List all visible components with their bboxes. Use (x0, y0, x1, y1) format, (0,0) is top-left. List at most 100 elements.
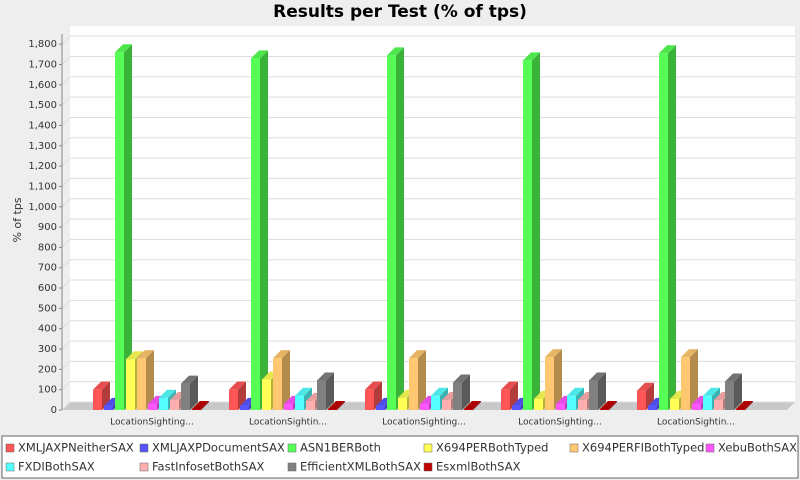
legend-label: XMLJAXPNeitherSAX (18, 441, 134, 455)
bar (126, 359, 135, 410)
y-tick-label: 1,500 (28, 100, 57, 111)
grid-line (61, 198, 71, 208)
y-tick-label: 500 (38, 303, 57, 314)
bar-side (609, 400, 617, 410)
x-tick-label: LocationSighting... (382, 418, 466, 428)
bar-top (659, 45, 676, 54)
bar-top (181, 375, 198, 384)
grid-line (61, 137, 71, 147)
grid-line (61, 56, 71, 65)
grid-line (61, 239, 71, 248)
bar (589, 380, 598, 410)
bar (464, 408, 473, 410)
legend-swatch (139, 443, 149, 453)
bar-side (326, 372, 334, 410)
y-tick-label: 800 (38, 242, 57, 253)
bar (567, 395, 576, 410)
bar (637, 390, 646, 410)
bar (251, 58, 260, 410)
y-tick-label: 1,200 (28, 161, 57, 172)
bar (137, 358, 146, 410)
bar (240, 405, 249, 410)
legend-swatch (705, 443, 715, 453)
y-axis-label: % of tps (11, 197, 24, 242)
bar-top (637, 382, 654, 391)
bar-top (115, 44, 132, 53)
x-tick-label: LocationSightin... (657, 418, 735, 428)
bar-top (523, 52, 540, 61)
bar (93, 389, 102, 410)
bar-side (418, 350, 426, 410)
bar-top (453, 374, 470, 383)
legend-label: EsxmlBothSAX (436, 460, 521, 474)
bar-side (396, 47, 404, 410)
legend-swatch (5, 443, 15, 453)
bar (192, 408, 201, 410)
y-tick-label: 1,000 (28, 202, 57, 213)
y-tick-label: 600 (38, 283, 57, 294)
grid-line (61, 35, 71, 45)
grid-line (61, 96, 71, 106)
bar (284, 403, 293, 410)
legend-swatch (287, 462, 297, 472)
y-tick-label: 400 (38, 324, 57, 335)
y-tick-label: 300 (38, 344, 57, 355)
grid-line (61, 218, 71, 228)
legend (1, 435, 799, 479)
bar (317, 380, 326, 410)
y-tick-label: 1,800 (28, 39, 57, 50)
bar-top (501, 381, 518, 390)
bar-top (464, 400, 481, 409)
bar (420, 403, 429, 410)
grid-line (61, 157, 71, 167)
grid-line (61, 401, 71, 411)
bar (512, 405, 521, 410)
bar-top (736, 400, 753, 409)
bar (725, 381, 734, 410)
bar (442, 399, 451, 410)
y-tick-label: 1,100 (28, 181, 57, 192)
bar (398, 397, 407, 410)
bar-top (229, 381, 246, 390)
legend-swatch (423, 443, 433, 453)
bar-top (600, 400, 617, 409)
bar-top (387, 47, 404, 56)
bar-top (159, 389, 176, 398)
bar (115, 52, 124, 410)
grid-line (61, 360, 71, 370)
x-tick-label: LocationSightin... (249, 418, 327, 428)
grid-line (61, 178, 71, 187)
bar (295, 395, 304, 410)
bar-top (328, 400, 345, 409)
bar (453, 382, 462, 410)
bar-side (462, 374, 470, 410)
bar-top (93, 381, 110, 390)
bar-top (192, 400, 209, 409)
legend-label: XebuBothSAX (718, 441, 797, 455)
legend-label: FastInfosetBothSAX (152, 460, 265, 474)
bar-side (554, 349, 562, 410)
grid-line (61, 279, 71, 289)
bar (181, 383, 190, 410)
y-tick-label: 700 (38, 263, 57, 274)
bar-top (251, 50, 268, 59)
bar (692, 403, 701, 410)
bar (545, 357, 554, 410)
bar (365, 389, 374, 410)
bar-top (126, 351, 143, 360)
bar-side (668, 45, 676, 411)
bar (431, 395, 440, 410)
grid-line (61, 76, 71, 86)
bar (501, 389, 510, 410)
bar-side (690, 349, 698, 410)
legend-label: X694PERFIBothTyped (582, 441, 704, 455)
bar (387, 55, 396, 410)
y-tick-label: 1,300 (28, 141, 57, 152)
chart-title: Results per Test (% of tps) (273, 2, 527, 22)
grid-line (61, 340, 71, 350)
bar-side (745, 400, 753, 410)
bar (306, 400, 315, 410)
bar-top (365, 381, 382, 390)
y-tick-label: 0 (51, 405, 57, 416)
bar (273, 358, 282, 410)
